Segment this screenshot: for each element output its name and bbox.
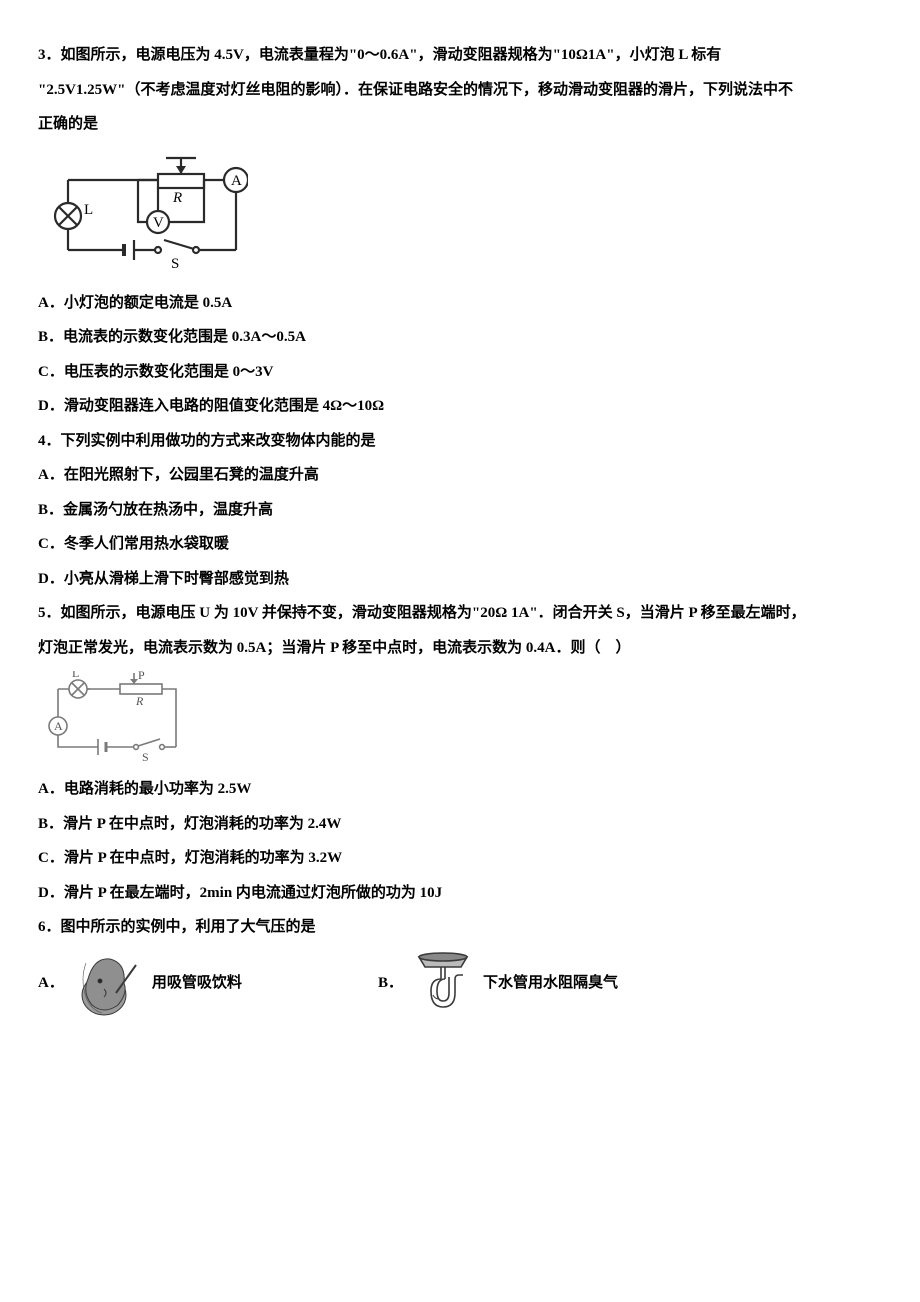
q3-stem-line-1: 3．如图所示，电源电压为 4.5V，电流表量程为"0～0.6A"，滑动变阻器规格…: [38, 38, 882, 73]
resistor-r-label: R: [135, 694, 144, 708]
q6-option-a: A． 用吸管吸饮料: [38, 949, 378, 1019]
circuit-svg-icon: L R S A V: [38, 150, 248, 280]
q3-circuit-diagram: L R S A V: [38, 150, 882, 280]
q3-stem-line-2: "2.5V1.25W"（不考虑温度对灯丝电阻的影响）．在保证电路安全的情况下，移…: [38, 73, 882, 108]
switch-s-label: S: [142, 750, 149, 764]
lamp-l-label: L: [84, 202, 93, 218]
q4-option-c: C．冬季人们常用热水袋取暖: [38, 527, 882, 562]
q6-option-b: B． 下水管用水阻隔: [378, 949, 618, 1019]
q5-option-d: D．滑片 P 在最左端时，2min 内电流通过灯泡所做的功为 10J: [38, 876, 882, 911]
q3-option-d: D．滑动变阻器连入电路的阻值变化范围是 4Ω～10Ω: [38, 389, 882, 424]
switch-s-label: S: [171, 256, 179, 272]
ammeter-a-label: A: [231, 173, 242, 189]
q5-stem-line-1: 5．如图所示，电源电压 U 为 10V 并保持不变，滑动变阻器规格为"20Ω 1…: [38, 596, 882, 631]
voltmeter-v-label: V: [153, 215, 164, 231]
q6-stem: 6．图中所示的实例中，利用了大气压的是: [38, 910, 882, 945]
question-5: 5．如图所示，电源电压 U 为 10V 并保持不变，滑动变阻器规格为"20Ω 1…: [38, 596, 882, 910]
q6-options-row: A． 用吸管吸饮料 B．: [38, 949, 882, 1019]
q6-option-a-text: 用吸管吸饮料: [152, 966, 242, 1001]
q3-option-b: B．电流表的示数变化范围是 0.3A～0.5A: [38, 320, 882, 355]
q4-option-a: A．在阳光照射下，公园里石凳的温度升高: [38, 458, 882, 493]
q5-option-a: A．电路消耗的最小功率为 2.5W: [38, 772, 882, 807]
q5-circuit-diagram: L P R S A: [38, 671, 882, 766]
q5-option-c: C．滑片 P 在中点时，灯泡消耗的功率为 3.2W: [38, 841, 882, 876]
q4-option-b: B．金属汤勺放在热汤中，温度升高: [38, 493, 882, 528]
q3-option-c: C．电压表的示数变化范围是 0～3V: [38, 355, 882, 390]
q6-image-a-straw-icon: [74, 949, 142, 1019]
q4-stem: 4．下列实例中利用做功的方式来改变物体内能的是: [38, 424, 882, 459]
q4-option-d: D．小亮从滑梯上滑下时臀部感觉到热: [38, 562, 882, 597]
lamp-l-label: L: [72, 671, 79, 680]
q6-option-a-label: A．: [38, 966, 64, 1001]
question-4: 4．下列实例中利用做功的方式来改变物体内能的是 A．在阳光照射下，公园里石凳的温…: [38, 424, 882, 597]
slider-p-label: P: [138, 671, 145, 682]
resistor-r-label: R: [172, 190, 182, 206]
question-6: 6．图中所示的实例中，利用了大气压的是 A． 用吸管吸饮料 B．: [38, 910, 882, 1019]
question-3: 3．如图所示，电源电压为 4.5V，电流表量程为"0～0.6A"，滑动变阻器规格…: [38, 38, 882, 424]
q3-stem-line-3: 正确的是: [38, 107, 882, 142]
q6-option-b-text: 下水管用水阻隔臭气: [483, 966, 618, 1001]
circuit-svg-icon: L P R S A: [38, 671, 188, 766]
q6-option-b-label: B．: [378, 966, 403, 1001]
q5-option-b: B．滑片 P 在中点时，灯泡消耗的功率为 2.4W: [38, 807, 882, 842]
q6-image-b-drain-icon: [413, 949, 473, 1019]
ammeter-a-label: A: [54, 719, 63, 733]
q5-stem-line-2: 灯泡正常发光，电流表示数为 0.5A；当滑片 P 移至中点时，电流表示数为 0.…: [38, 631, 882, 666]
q3-option-a: A．小灯泡的额定电流是 0.5A: [38, 286, 882, 321]
